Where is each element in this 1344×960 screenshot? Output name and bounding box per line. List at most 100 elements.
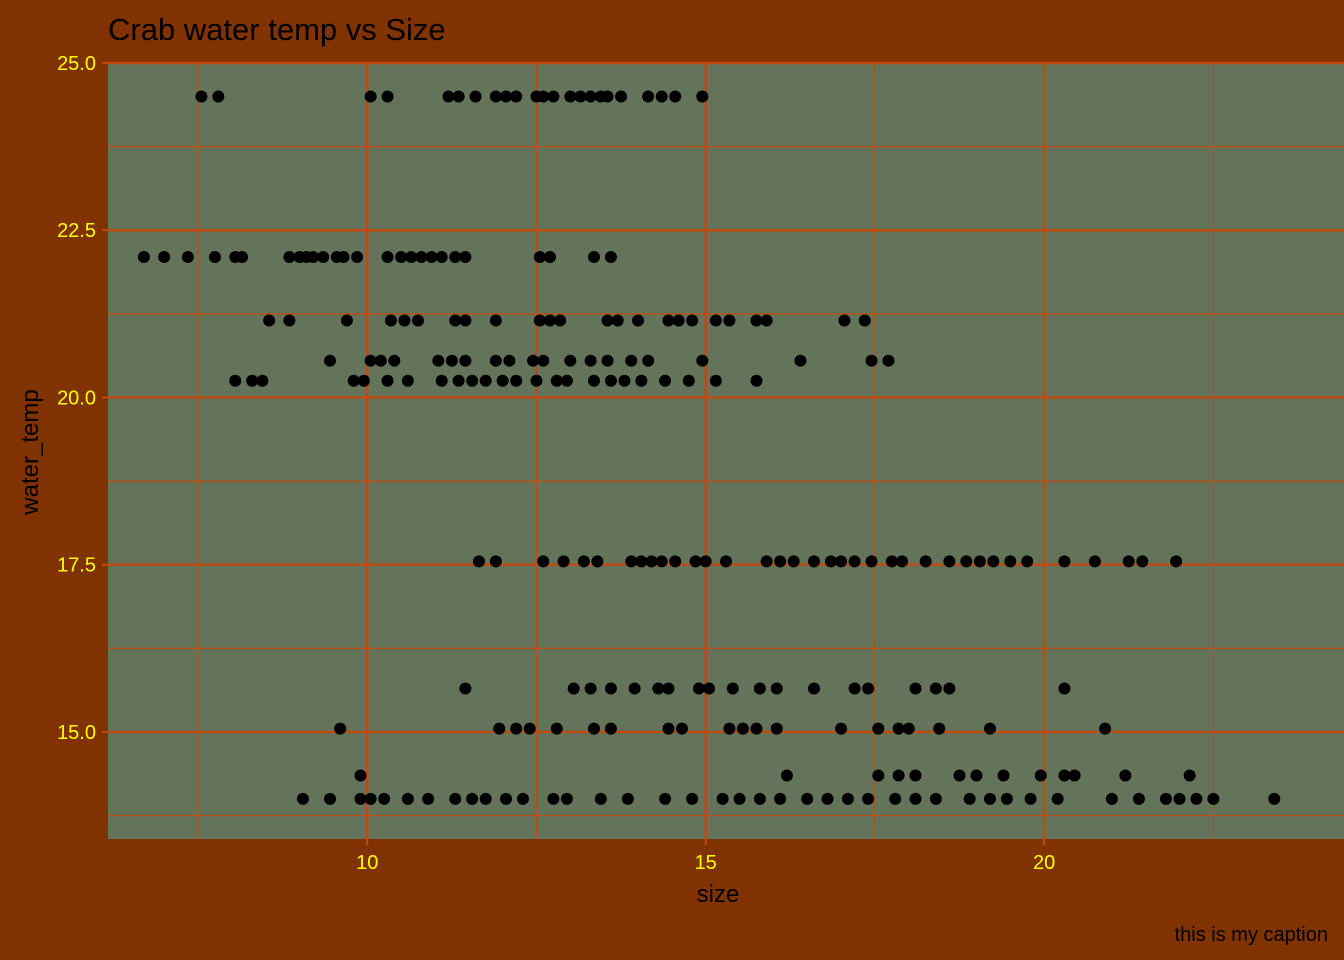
- data-point: [472, 555, 485, 568]
- data-point: [337, 251, 350, 263]
- data-point: [872, 722, 885, 735]
- data-point: [652, 682, 665, 695]
- data-point: [753, 792, 766, 805]
- data-point: [594, 792, 607, 805]
- data-point: [435, 374, 448, 387]
- data-point: [547, 792, 560, 805]
- data-point: [933, 722, 946, 735]
- data-point: [1170, 555, 1183, 568]
- data-point: [591, 555, 604, 568]
- data-point: [997, 769, 1010, 782]
- data-point: [1034, 769, 1047, 782]
- data-point: [1190, 792, 1203, 805]
- data-point: [794, 354, 807, 367]
- data-point: [662, 314, 675, 327]
- data-point: [557, 555, 570, 568]
- data-point: [574, 90, 587, 103]
- chart-title: Crab water temp vs Size: [108, 12, 446, 47]
- data-point: [835, 722, 848, 735]
- data-point: [1207, 792, 1220, 805]
- data-point: [659, 792, 672, 805]
- y-tick-label: 22.5: [57, 220, 96, 242]
- data-point: [381, 251, 394, 263]
- data-point: [1000, 792, 1013, 805]
- data-point: [1105, 792, 1118, 805]
- data-point: [381, 374, 394, 387]
- data-point: [1122, 555, 1135, 568]
- data-point: [510, 722, 523, 735]
- data-point: [943, 682, 956, 695]
- data-point: [604, 682, 617, 695]
- data-point: [601, 354, 614, 367]
- data-point: [263, 314, 276, 327]
- data-point: [479, 792, 492, 805]
- data-point: [929, 682, 942, 695]
- data-point: [459, 314, 472, 327]
- data-point: [364, 90, 377, 103]
- data-point: [449, 792, 462, 805]
- data-point: [604, 722, 617, 735]
- data-point: [750, 722, 763, 735]
- data-point: [246, 374, 259, 387]
- data-point: [415, 251, 428, 263]
- data-point: [425, 251, 438, 263]
- data-point: [625, 354, 638, 367]
- data-point: [212, 90, 225, 103]
- data-point: [459, 682, 472, 695]
- data-point: [577, 555, 590, 568]
- data-point: [1068, 769, 1081, 782]
- data-point: [181, 251, 194, 263]
- data-point: [469, 90, 482, 103]
- data-point: [401, 792, 414, 805]
- data-point: [821, 792, 834, 805]
- data-point: [496, 374, 509, 387]
- data-point: [696, 354, 709, 367]
- data-point: [1268, 792, 1281, 805]
- data-point: [584, 90, 597, 103]
- data-point: [317, 251, 330, 263]
- data-point: [760, 314, 773, 327]
- data-point: [902, 722, 915, 735]
- data-point: [865, 555, 878, 568]
- data-point: [544, 314, 557, 327]
- data-point: [963, 792, 976, 805]
- data-point: [405, 251, 418, 263]
- data-point: [892, 769, 905, 782]
- data-point: [510, 374, 523, 387]
- data-point: [929, 792, 942, 805]
- panel-background: [108, 63, 1344, 839]
- data-point: [195, 90, 208, 103]
- data-point: [449, 251, 462, 263]
- data-point: [960, 555, 973, 568]
- data-point: [493, 722, 506, 735]
- data-point: [395, 251, 408, 263]
- data-point: [560, 374, 573, 387]
- data-point: [726, 682, 739, 695]
- data-point: [354, 769, 367, 782]
- data-point: [500, 90, 513, 103]
- data-point: [1099, 722, 1112, 735]
- data-point: [445, 354, 458, 367]
- data-point: [601, 90, 614, 103]
- data-point: [604, 251, 617, 263]
- data-point: [872, 769, 885, 782]
- data-point: [527, 354, 540, 367]
- data-point: [533, 314, 546, 327]
- data-point: [628, 682, 641, 695]
- data-point: [208, 251, 221, 263]
- data-point: [709, 374, 722, 387]
- data-point: [841, 792, 854, 805]
- data-point: [919, 555, 932, 568]
- data-point: [987, 555, 1000, 568]
- data-point: [537, 354, 550, 367]
- data-point: [137, 251, 150, 263]
- data-point: [1058, 682, 1071, 695]
- data-point: [1159, 792, 1172, 805]
- data-point: [588, 722, 601, 735]
- data-point: [723, 722, 736, 735]
- data-point: [588, 374, 601, 387]
- data-point: [466, 792, 479, 805]
- data-point: [862, 792, 875, 805]
- data-point: [489, 555, 502, 568]
